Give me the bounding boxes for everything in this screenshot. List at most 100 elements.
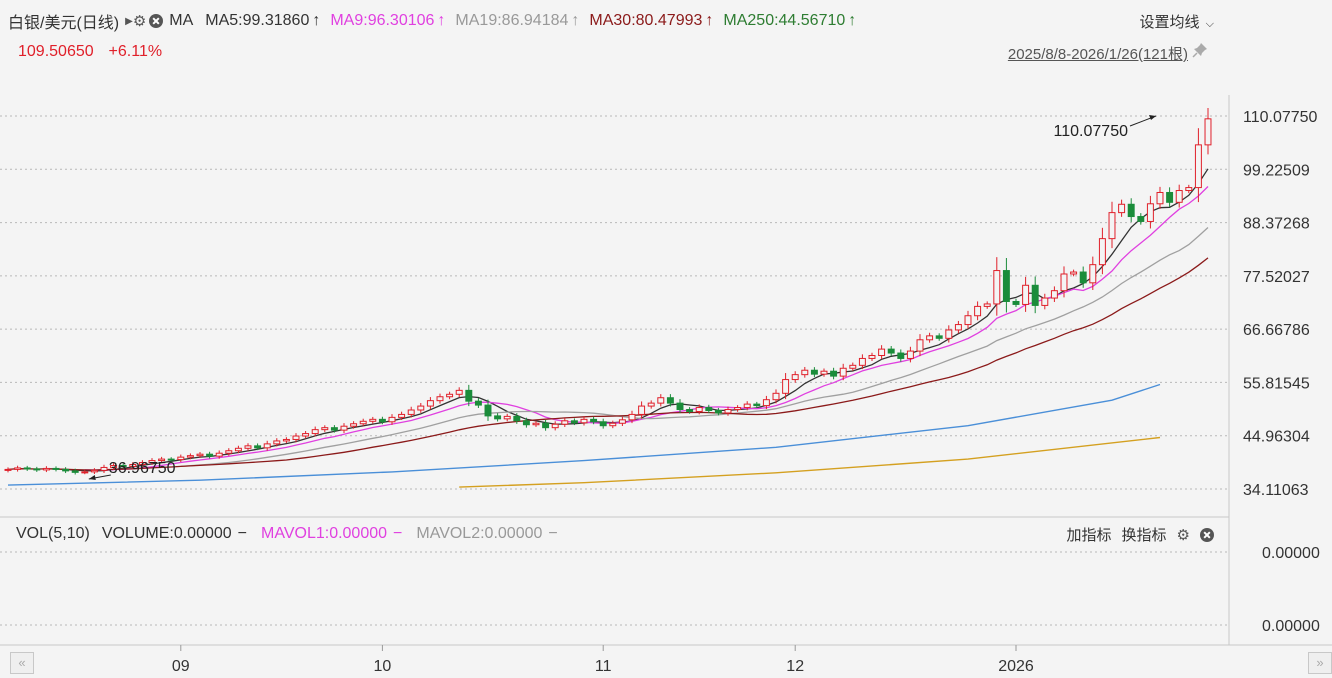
candle-body <box>676 402 684 411</box>
gear-icon[interactable]: ⚙ <box>132 13 147 30</box>
candle <box>225 448 233 456</box>
candle <box>522 417 530 428</box>
volume-value: VOLUME:0.00000 <box>101 525 232 542</box>
candle-body <box>906 350 914 359</box>
play-icon[interactable]: ▶ <box>125 15 133 27</box>
candle-body <box>954 324 962 331</box>
candle-body <box>609 422 617 427</box>
volume-tick-label: 0.00000 <box>1262 545 1320 562</box>
candle <box>1127 198 1135 222</box>
candle <box>561 417 569 427</box>
candle <box>1050 286 1058 302</box>
volume-dash: − <box>237 525 248 542</box>
candle <box>426 397 434 410</box>
candle-body <box>417 405 425 411</box>
candle-body <box>522 420 530 426</box>
candle-body <box>599 421 607 427</box>
close-icon[interactable] <box>1200 527 1214 542</box>
candle-body <box>42 467 50 471</box>
candle-body <box>993 270 1001 305</box>
candle-body <box>762 399 770 407</box>
candle <box>1002 258 1010 313</box>
x-tick-label: 10 <box>374 658 392 675</box>
gear-icon[interactable]: ⚙ <box>1176 526 1190 544</box>
ma-settings-label: 设置均线 <box>1139 14 1200 31</box>
candle <box>926 332 934 343</box>
candle <box>1031 276 1039 314</box>
y-tick-label: 44.96304 <box>1243 429 1310 446</box>
candle-body <box>273 440 281 445</box>
low-annotation-arrow <box>88 474 96 480</box>
candle-body <box>426 400 434 407</box>
candle <box>878 345 886 360</box>
candle-body <box>618 419 626 424</box>
y-tick-label: 34.11063 <box>1243 482 1309 499</box>
candle <box>119 463 127 469</box>
candle-body <box>71 470 79 473</box>
candle <box>81 469 89 475</box>
candle-body <box>23 467 31 470</box>
candle <box>849 362 857 371</box>
candle-body <box>705 407 713 411</box>
candle <box>532 421 540 427</box>
candle <box>551 421 559 431</box>
trend-arrow-icon: ↑ <box>848 12 857 29</box>
mavol2-dash: − <box>548 525 558 542</box>
candle <box>887 346 895 356</box>
trend-arrow-icon: ↑ <box>571 12 580 29</box>
candle-body <box>215 452 223 457</box>
scroll-right-button[interactable]: » <box>1308 652 1332 674</box>
candle <box>330 425 338 433</box>
instrument-title[interactable]: 白银/美元(日线) <box>8 15 120 32</box>
candle <box>196 451 204 458</box>
candle-body <box>897 352 905 359</box>
x-tick-label: 11 <box>595 658 612 675</box>
candle-body <box>772 392 780 401</box>
candle <box>638 401 646 419</box>
candle-body <box>1098 238 1106 266</box>
volume-legend: VOL(5,10) VOLUME:0.00000 − MAVOL1:0.0000… <box>16 525 558 543</box>
candle-body <box>33 468 41 471</box>
pin-icon[interactable] <box>1192 42 1208 58</box>
candle <box>542 419 550 431</box>
blue-ma-line <box>7 383 1161 486</box>
candle <box>830 367 838 380</box>
scroll-left-button[interactable]: « <box>10 652 34 674</box>
candle <box>993 257 1001 316</box>
x-tick-label: 2026 <box>998 658 1034 675</box>
candle <box>1079 266 1087 288</box>
x-axis-labels: 09 10 11 12 2026 <box>172 645 1034 675</box>
ma-legend-item: MA5:99.31860 <box>205 12 310 29</box>
candle <box>1022 276 1030 312</box>
close-icon[interactable] <box>149 14 164 28</box>
ma-lines <box>7 168 1209 472</box>
candle-body <box>398 413 406 418</box>
candle <box>695 404 703 415</box>
candle-body <box>1127 203 1135 218</box>
candle <box>513 413 521 424</box>
candle-body <box>455 389 463 395</box>
candle <box>1146 195 1154 229</box>
candle <box>388 414 396 425</box>
change-indicator-button[interactable]: 换指标 <box>1121 527 1167 544</box>
candle-body <box>225 450 233 454</box>
candle-body <box>734 407 742 411</box>
candle-body <box>321 427 329 431</box>
candle <box>1070 269 1078 277</box>
candle-body <box>887 348 895 354</box>
candle-body <box>839 367 847 377</box>
ma-settings-button[interactable]: 设置均线 ⌵ <box>1139 11 1214 32</box>
candle <box>734 405 742 412</box>
candle <box>609 420 617 429</box>
add-indicator-button[interactable]: 加指标 <box>1066 527 1112 544</box>
candle <box>167 457 175 462</box>
candle-body <box>666 397 674 404</box>
candle <box>100 464 108 473</box>
candle <box>753 401 761 408</box>
candle-body <box>234 447 242 452</box>
candle <box>1012 298 1020 308</box>
candle <box>234 445 242 454</box>
candle-body <box>1185 187 1193 192</box>
candle <box>503 413 511 422</box>
candlesticks <box>4 108 1212 475</box>
